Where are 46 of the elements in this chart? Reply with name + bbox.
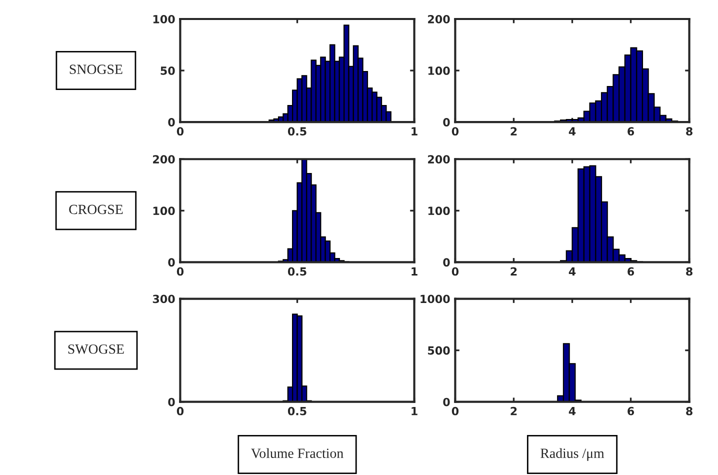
x-tick-label: 2 <box>510 127 517 136</box>
x-tick-label: 6 <box>628 267 634 276</box>
x-tick-label: 0 <box>452 267 459 276</box>
x-tick-label: 6 <box>628 406 634 416</box>
x-tick-label: 8 <box>686 127 692 136</box>
x-axis-title: Volume Fraction <box>251 448 344 458</box>
y-tick-label: 0 <box>443 398 450 406</box>
y-tick-label: 100 <box>428 66 450 75</box>
x-tick-label: 6 <box>628 127 634 136</box>
x-tick-label: 8 <box>686 406 692 416</box>
y-tick-label: 0 <box>443 258 450 267</box>
y-tick-label: 1000 <box>420 294 450 304</box>
y-tick-label: 100 <box>153 206 175 216</box>
y-tick-label: 300 <box>152 294 175 304</box>
x-tick-label: 0.5 <box>288 406 306 416</box>
x-tick-label: 0 <box>176 127 184 136</box>
y-tick-label: 200 <box>153 155 175 164</box>
y-tick-label: 0 <box>168 398 175 406</box>
y-tick-label: 500 <box>428 346 450 355</box>
y-axis-title: SWOGSE <box>68 344 124 354</box>
x-tick-label: 1 <box>412 407 418 416</box>
y-tick-label: 200 <box>428 14 450 24</box>
x-tick-label: 1 <box>412 267 418 276</box>
x-tick-label: 0 <box>452 406 459 416</box>
x-tick-label: 1 <box>412 127 418 136</box>
y-tick-label: 0 <box>168 118 175 126</box>
y-axis-title: SNOGSE <box>70 64 122 74</box>
x-tick-label: 0.5 <box>288 127 306 136</box>
x-tick-label: 2 <box>510 406 517 416</box>
y-tick-label: 0 <box>168 258 175 267</box>
x-axis-title: Radius /μm <box>540 448 604 461</box>
x-tick-label: 4 <box>568 407 576 416</box>
x-tick-label: 0 <box>176 267 184 276</box>
x-tick-label: 0 <box>452 127 459 136</box>
x-tick-label: 4 <box>568 127 576 136</box>
y-axis-title: CROGSE <box>69 204 123 214</box>
x-tick-label: 2 <box>510 267 517 276</box>
y-tick-label: 50 <box>160 66 175 75</box>
x-tick-label: 8 <box>686 267 692 276</box>
y-tick-label: 0 <box>443 118 450 126</box>
x-tick-label: 0 <box>176 406 184 416</box>
x-tick-label: 4 <box>568 267 576 276</box>
y-tick-label: 100 <box>153 14 175 24</box>
y-tick-label: 200 <box>428 155 450 164</box>
x-tick-label: 0.5 <box>288 267 306 276</box>
y-tick-label: 100 <box>428 206 450 216</box>
